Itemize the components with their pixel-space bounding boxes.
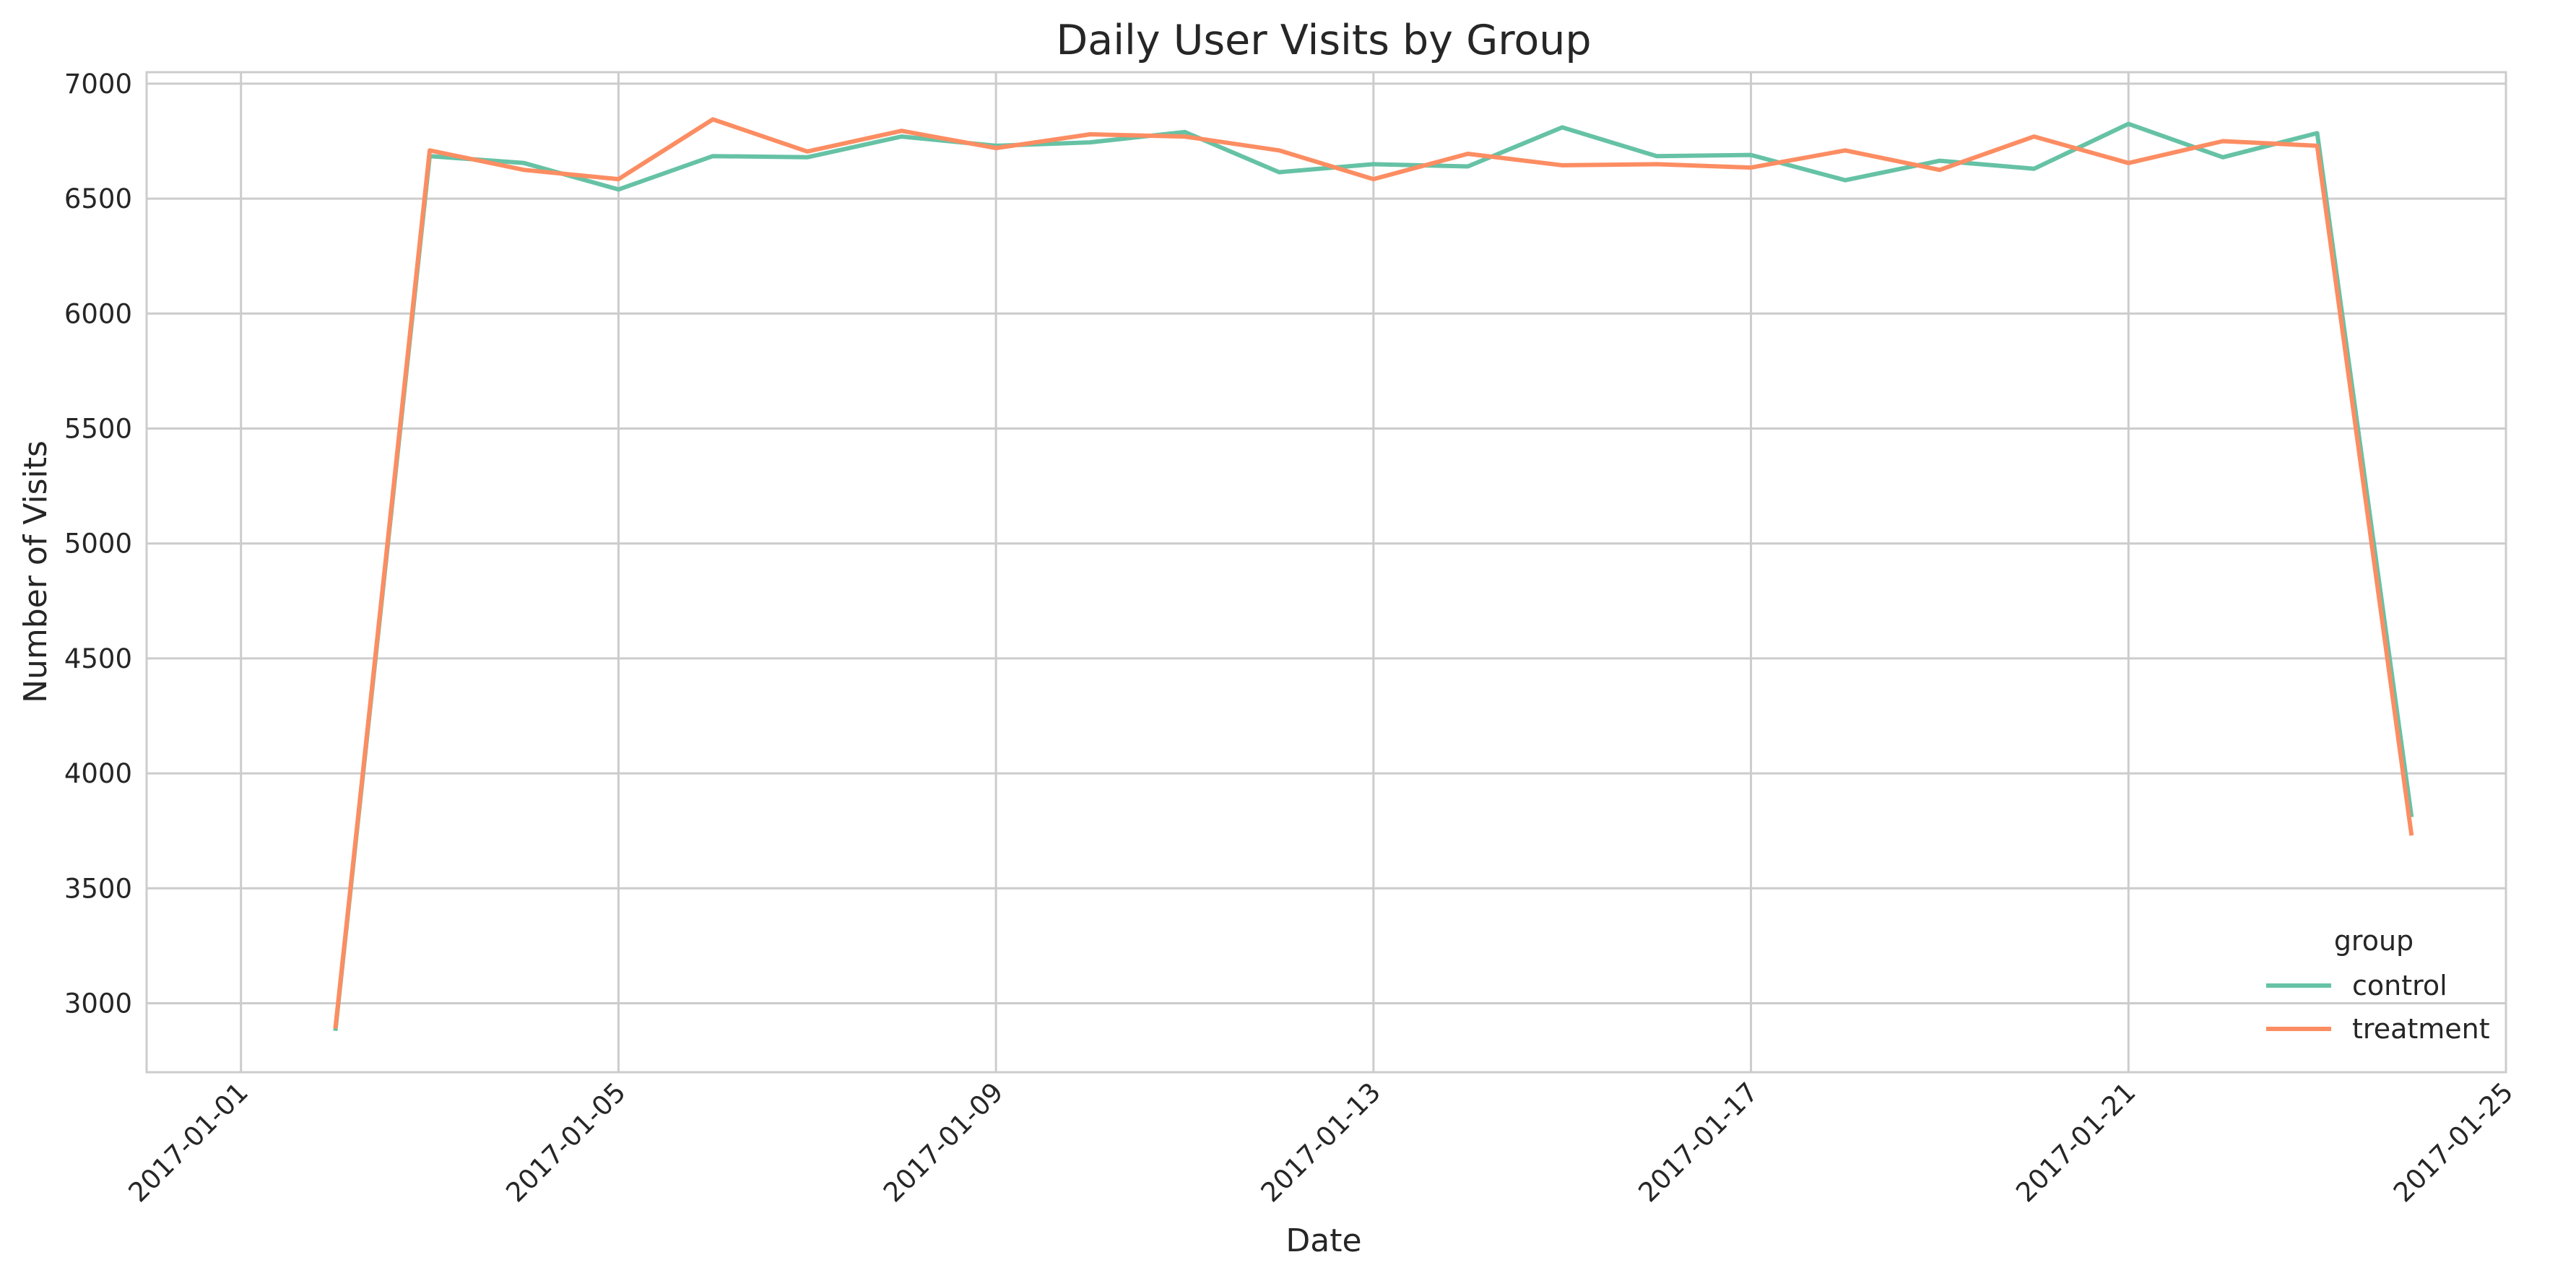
legend-title: group	[2334, 925, 2414, 957]
x-axis-label: Date	[1285, 1222, 1361, 1259]
y-tick-label: 4000	[64, 758, 132, 789]
y-tick-label: 6000	[64, 298, 132, 329]
y-tick-label: 5000	[64, 529, 132, 560]
series-lines	[333, 117, 2414, 1032]
series-line-treatment	[333, 117, 2414, 1029]
y-tick-label: 6500	[64, 183, 132, 214]
gridlines	[147, 72, 2507, 1072]
y-tick-label: 3500	[64, 873, 132, 904]
y-tick-label: 5500	[64, 414, 132, 445]
y-tick-label: 3000	[64, 988, 132, 1019]
y-axis-label: Number of Visits	[17, 440, 54, 703]
legend: group control treatment	[2266, 925, 2490, 1045]
y-tick-label: 7000	[64, 69, 132, 100]
legend-label-treatment: treatment	[2352, 1013, 2490, 1045]
series-line-control	[333, 121, 2414, 1032]
chart-title: Daily User Visits by Group	[1056, 17, 1591, 64]
plot-frame	[145, 71, 2507, 1074]
legend-label-control: control	[2352, 970, 2447, 1001]
y-tick-label: 4500	[64, 643, 132, 674]
